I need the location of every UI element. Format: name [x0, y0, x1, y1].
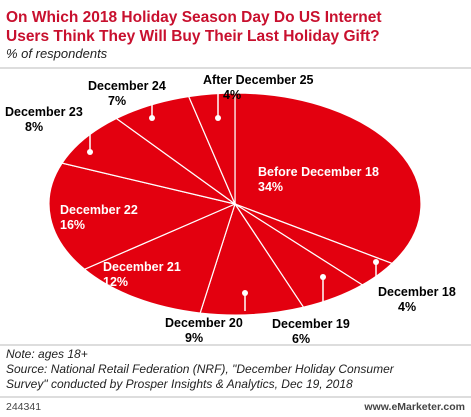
- slice-value: 34%: [258, 180, 283, 194]
- note: Note: ages 18+: [6, 347, 88, 361]
- pie-slice: [199, 202, 305, 316]
- leader-dot: [149, 115, 155, 121]
- slice-value: 6%: [292, 332, 310, 346]
- slice-label: After December 25: [203, 73, 314, 87]
- chart-title: On Which 2018 Holiday Season Day Do US I…: [6, 9, 382, 26]
- slice-value: 16%: [60, 218, 85, 232]
- pie-slice: [234, 92, 422, 265]
- leader-dot: [373, 259, 379, 265]
- slice-value: 4%: [398, 300, 416, 314]
- leader-dot: [87, 149, 93, 155]
- slice-label: December 23: [5, 105, 83, 119]
- slice-label: December 24: [88, 79, 166, 93]
- slice-label: December 20: [165, 316, 243, 330]
- chart-id: 244341: [6, 401, 41, 413]
- slice-value: 4%: [223, 88, 241, 102]
- pie-slice: [187, 92, 236, 205]
- brand: www.eMarketer.com: [363, 401, 465, 413]
- source: Survey" conducted by Prosper Insights & …: [6, 377, 353, 391]
- pie-slice: [48, 162, 237, 270]
- slice-label: Before December 18: [258, 165, 379, 179]
- source: Source: National Retail Federation (NRF)…: [6, 362, 395, 376]
- slice-value: 7%: [108, 94, 126, 108]
- pie-slice: [83, 202, 236, 314]
- slice-label: December 21: [103, 260, 181, 274]
- slice-value: 8%: [25, 120, 43, 134]
- chart-title: Users Think They Will Buy Their Last Hol…: [6, 28, 380, 45]
- leader-dot: [215, 115, 221, 121]
- slice-value: 12%: [103, 275, 128, 289]
- pie-slice: [61, 117, 236, 205]
- slice-label: December 19: [272, 317, 350, 331]
- slice-label: December 22: [60, 203, 138, 217]
- slice-value: 9%: [185, 331, 203, 345]
- leader-dot: [242, 290, 248, 296]
- leader-dot: [320, 274, 326, 280]
- slice-label: December 18: [378, 285, 456, 299]
- chart-subtitle: % of respondents: [6, 46, 108, 61]
